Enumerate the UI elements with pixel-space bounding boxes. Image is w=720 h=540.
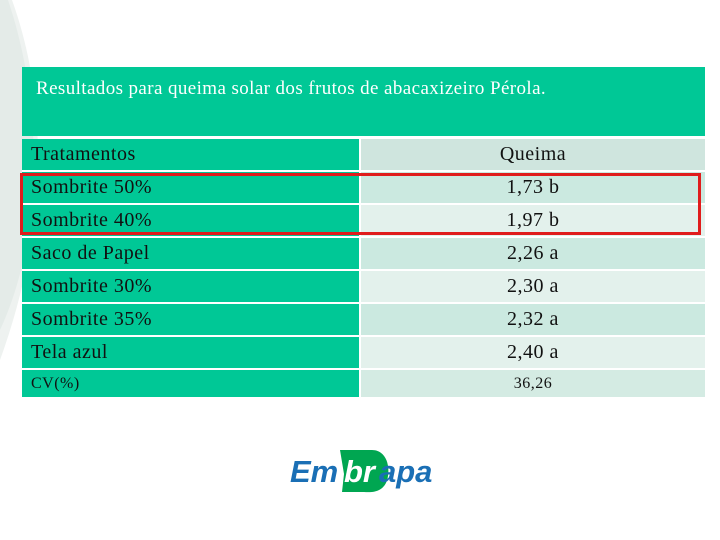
value-cell: 2,40 a (359, 336, 705, 370)
cv-label: CV(%) (22, 369, 360, 399)
treatment-cell: Sombrite 30% (22, 270, 360, 304)
treatment-cell: Sombrite 50% (22, 171, 360, 205)
table-row: Saco de Papel 2,26 a (22, 237, 705, 271)
svg-text:apa: apa (379, 454, 432, 489)
cv-value: 36,26 (359, 369, 705, 399)
slide-title: Resultados para queima solar dos frutos … (22, 67, 705, 136)
table-header-row: Tratamentos Queima (22, 139, 705, 172)
value-cell: 2,26 a (359, 237, 705, 271)
value-cell: 1,73 b (359, 171, 705, 205)
results-table: Tratamentos Queima Sombrite 50% 1,73 b S… (22, 139, 705, 399)
value-cell: 1,97 b (359, 204, 705, 238)
table-row: Tela azul 2,40 a (22, 336, 705, 370)
value-cell: 2,30 a (359, 270, 705, 304)
table-row: Sombrite 35% 2,32 a (22, 303, 705, 337)
highlight-box (20, 173, 701, 235)
svg-text:br: br (344, 454, 377, 489)
table-row: Sombrite 30% 2,30 a (22, 270, 705, 304)
treatment-cell: Sombrite 35% (22, 303, 360, 337)
header-treatment: Tratamentos (22, 139, 360, 172)
table-footer-row: CV(%) 36,26 (22, 369, 705, 399)
svg-text:Em: Em (290, 454, 338, 489)
value-cell: 2,32 a (359, 303, 705, 337)
treatment-cell: Tela azul (22, 336, 360, 370)
table-row: Sombrite 50% 1,73 b (22, 171, 705, 205)
title-text: Resultados para queima solar dos frutos … (36, 78, 547, 99)
header-value: Queima (359, 139, 705, 172)
embrapa-logo: Em br apa (290, 450, 432, 493)
treatment-cell: Saco de Papel (22, 237, 360, 271)
